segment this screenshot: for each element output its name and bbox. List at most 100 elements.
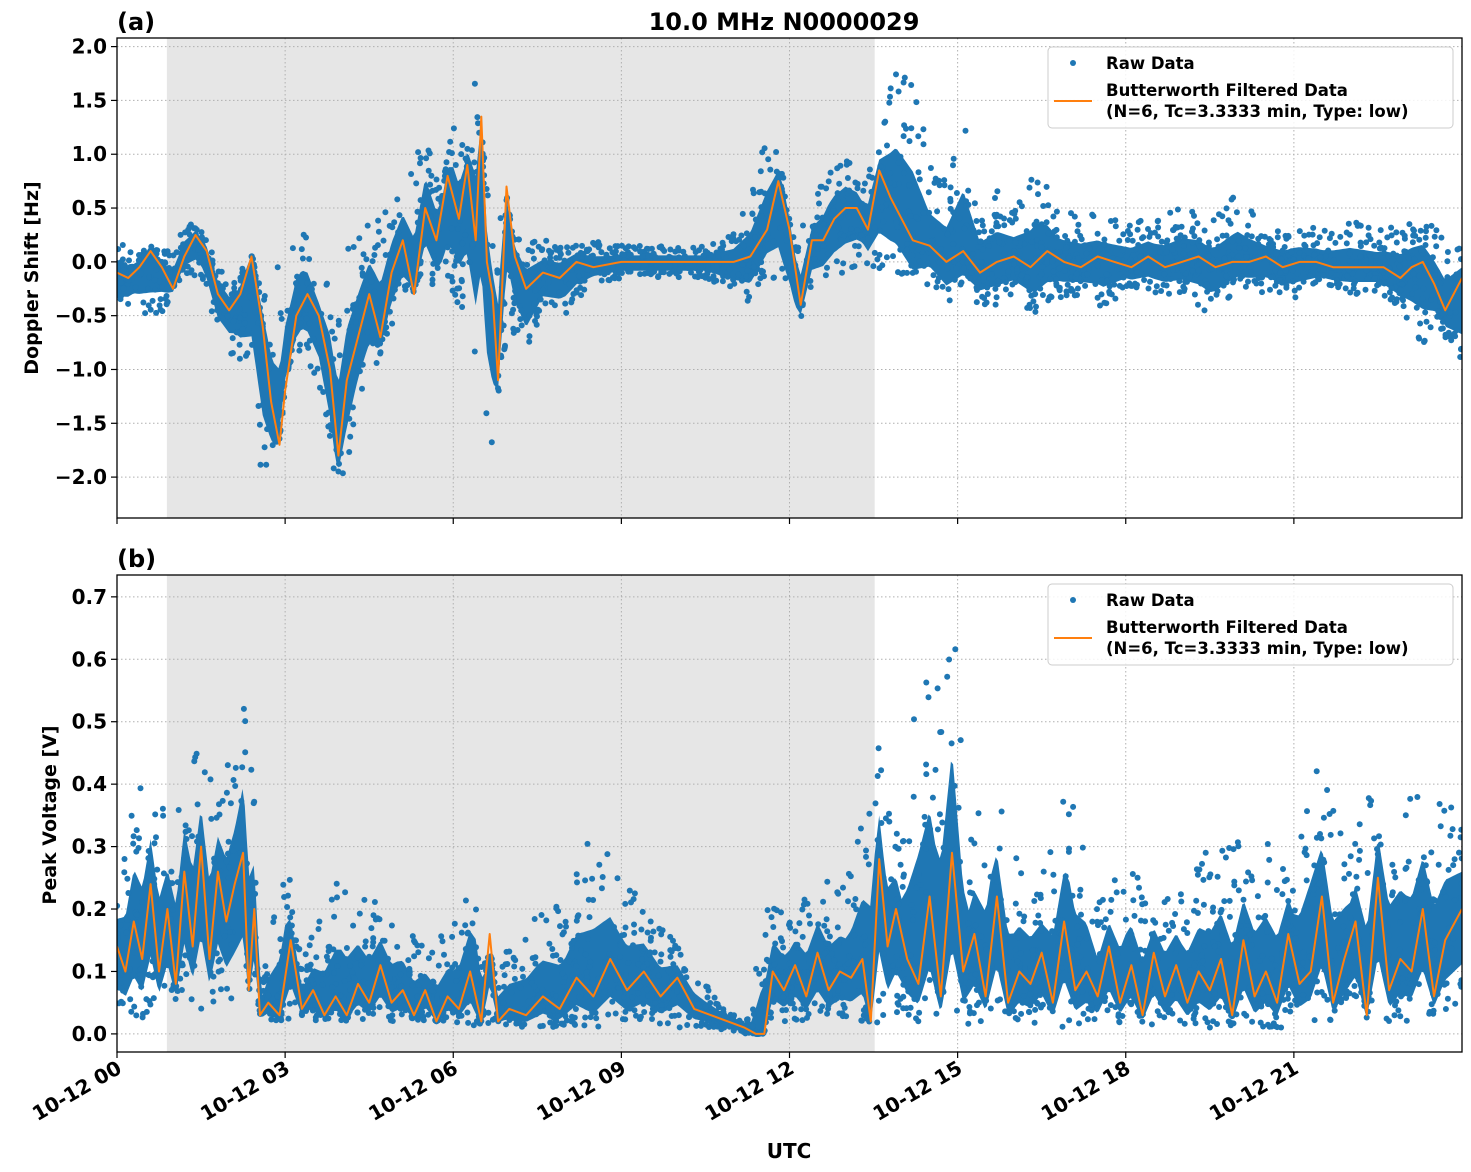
raw-data-point [783,237,790,244]
raw-data-point [389,224,396,231]
raw-data-point [159,308,166,315]
raw-data-point [531,916,538,922]
raw-data-point [1248,269,1254,276]
raw-data-point [382,209,389,216]
chart-title: 10.0 MHz N0000029 [649,8,920,36]
raw-data-point [454,1019,461,1026]
raw-data-point [1156,1012,1163,1019]
raw-data-point [846,953,853,960]
raw-data-point [319,981,326,988]
raw-data-point [1407,980,1414,987]
raw-data-point [118,922,124,929]
raw-data-point [306,286,312,293]
raw-data-point [175,807,182,813]
raw-data-point [154,247,161,254]
raw-data-point [1289,267,1296,274]
raw-data-point [1298,833,1305,840]
raw-data-point [224,313,231,320]
raw-data-point [198,271,204,278]
raw-data-point [252,890,259,897]
raw-data-point [850,902,857,909]
raw-data-point [417,155,424,161]
raw-data-point [1180,250,1187,257]
raw-data-point [1385,271,1392,278]
raw-data-point [1020,993,1027,999]
raw-data-point [1056,284,1063,291]
raw-data-point [895,961,902,968]
raw-data-point [606,245,613,252]
panel-a-legend-box [1047,46,1454,129]
raw-data-point [389,1018,396,1024]
raw-data-point [1119,247,1126,254]
raw-data-point [1330,807,1337,814]
raw-data-point [1122,996,1129,1003]
raw-data-point [887,85,894,92]
raw-data-point [1043,219,1050,226]
raw-data-point [352,319,359,326]
raw-data-point [1141,277,1148,283]
raw-data-point [1221,898,1228,905]
raw-data-point [1429,292,1436,299]
raw-data-point [1337,233,1344,240]
raw-data-point [330,465,337,472]
raw-data-point [368,925,375,932]
raw-data-point [1208,997,1215,1004]
raw-data-point [907,952,914,959]
raw-data-point [1344,273,1351,280]
raw-data-point [136,252,142,258]
raw-data-point [1448,337,1455,344]
raw-data-point [611,924,617,930]
raw-data-point [579,242,585,249]
raw-data-point [1449,826,1456,833]
raw-data-point [449,933,456,940]
raw-data-point [854,180,861,187]
raw-data-point [1105,937,1112,944]
raw-data-point [623,971,629,978]
raw-data-point [285,1015,292,1022]
raw-data-point [910,909,917,916]
raw-data-point [1211,990,1218,997]
raw-data-point [529,955,536,962]
raw-data-point [647,937,654,944]
raw-data-point [652,254,659,260]
raw-data-point [1191,212,1197,219]
raw-data-point [1300,278,1307,285]
raw-data-point [433,212,440,219]
raw-data-point [1352,840,1359,847]
raw-data-point [428,172,435,179]
raw-data-point [297,965,304,972]
raw-data-point [423,155,430,162]
raw-data-point [1366,251,1373,258]
raw-data-point [294,273,301,280]
raw-data-point [1026,287,1033,294]
raw-data-point [1128,931,1135,938]
raw-data-point [870,263,877,270]
raw-data-point [1239,968,1246,974]
raw-data-point [1328,270,1335,276]
raw-data-point [1039,263,1046,270]
raw-data-point [1026,184,1033,191]
raw-data-point [846,160,853,166]
raw-data-point [1285,910,1292,917]
raw-data-point [1405,858,1412,865]
raw-data-point [503,1021,509,1028]
raw-data-point [894,992,901,999]
raw-data-point [924,281,931,288]
raw-data-point [1059,1023,1066,1030]
raw-data-point [1276,289,1283,296]
raw-data-point [1444,995,1451,1002]
raw-data-point [1200,901,1207,908]
raw-data-point [415,982,422,989]
raw-data-point [921,813,928,820]
raw-data-point [1367,802,1374,809]
raw-data-point [531,983,538,990]
raw-data-point [186,955,193,961]
raw-data-point [239,326,246,332]
raw-data-point [1393,239,1400,246]
raw-data-point [916,1009,923,1016]
panel-a-legend-filtered-label-line1: Butterworth Filtered Data [1106,81,1348,100]
raw-data-point [1126,222,1133,229]
raw-data-point [373,300,380,307]
raw-data-point [779,973,786,980]
raw-data-point [1356,847,1363,854]
